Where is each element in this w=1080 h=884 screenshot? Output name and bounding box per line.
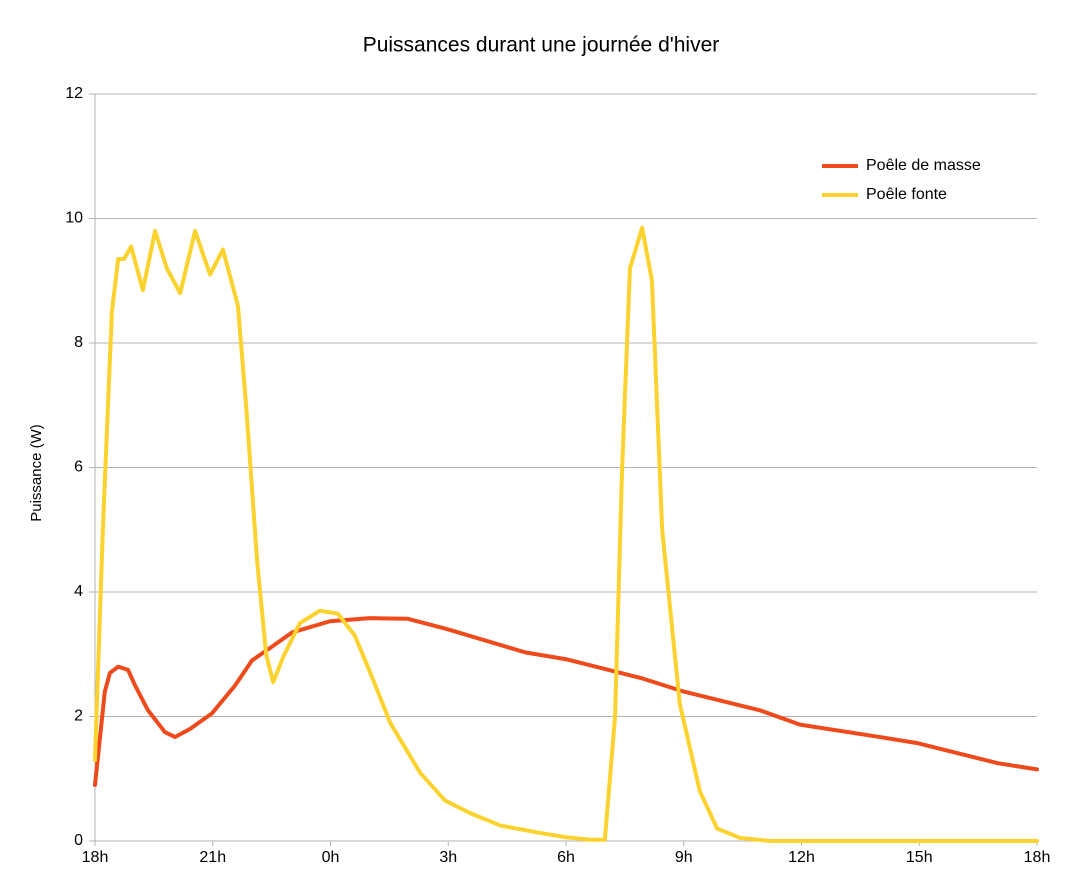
- x-tick-label: 0h: [322, 849, 340, 866]
- y-axis-title: Puissance (W): [28, 424, 45, 522]
- x-tick-label: 12h: [788, 849, 815, 866]
- y-tick-label: 12: [65, 85, 83, 102]
- y-tick-label: 8: [74, 334, 83, 351]
- series-line: [93, 616, 1039, 787]
- x-tick-label: 6h: [557, 849, 575, 866]
- legend-label: Poêle fonte: [866, 186, 947, 203]
- x-tick-label: 3h: [439, 849, 457, 866]
- x-tick-label: 15h: [906, 849, 933, 866]
- x-tick-label: 9h: [675, 849, 693, 866]
- y-tick-label: 4: [74, 583, 83, 600]
- legend-label: Poêle de masse: [866, 157, 981, 174]
- y-tick-label: 2: [74, 708, 83, 725]
- chart-title: Puissances durant une journée d'hiver: [363, 34, 720, 57]
- y-tick-label: 0: [74, 832, 83, 849]
- x-tick-label: 18h: [82, 849, 109, 866]
- x-tick-label: 21h: [199, 849, 226, 866]
- x-tick-label: 18h: [1024, 849, 1051, 866]
- y-tick-label: 6: [74, 459, 83, 476]
- y-tick-label: 10: [65, 210, 83, 227]
- series-line: [93, 225, 1039, 843]
